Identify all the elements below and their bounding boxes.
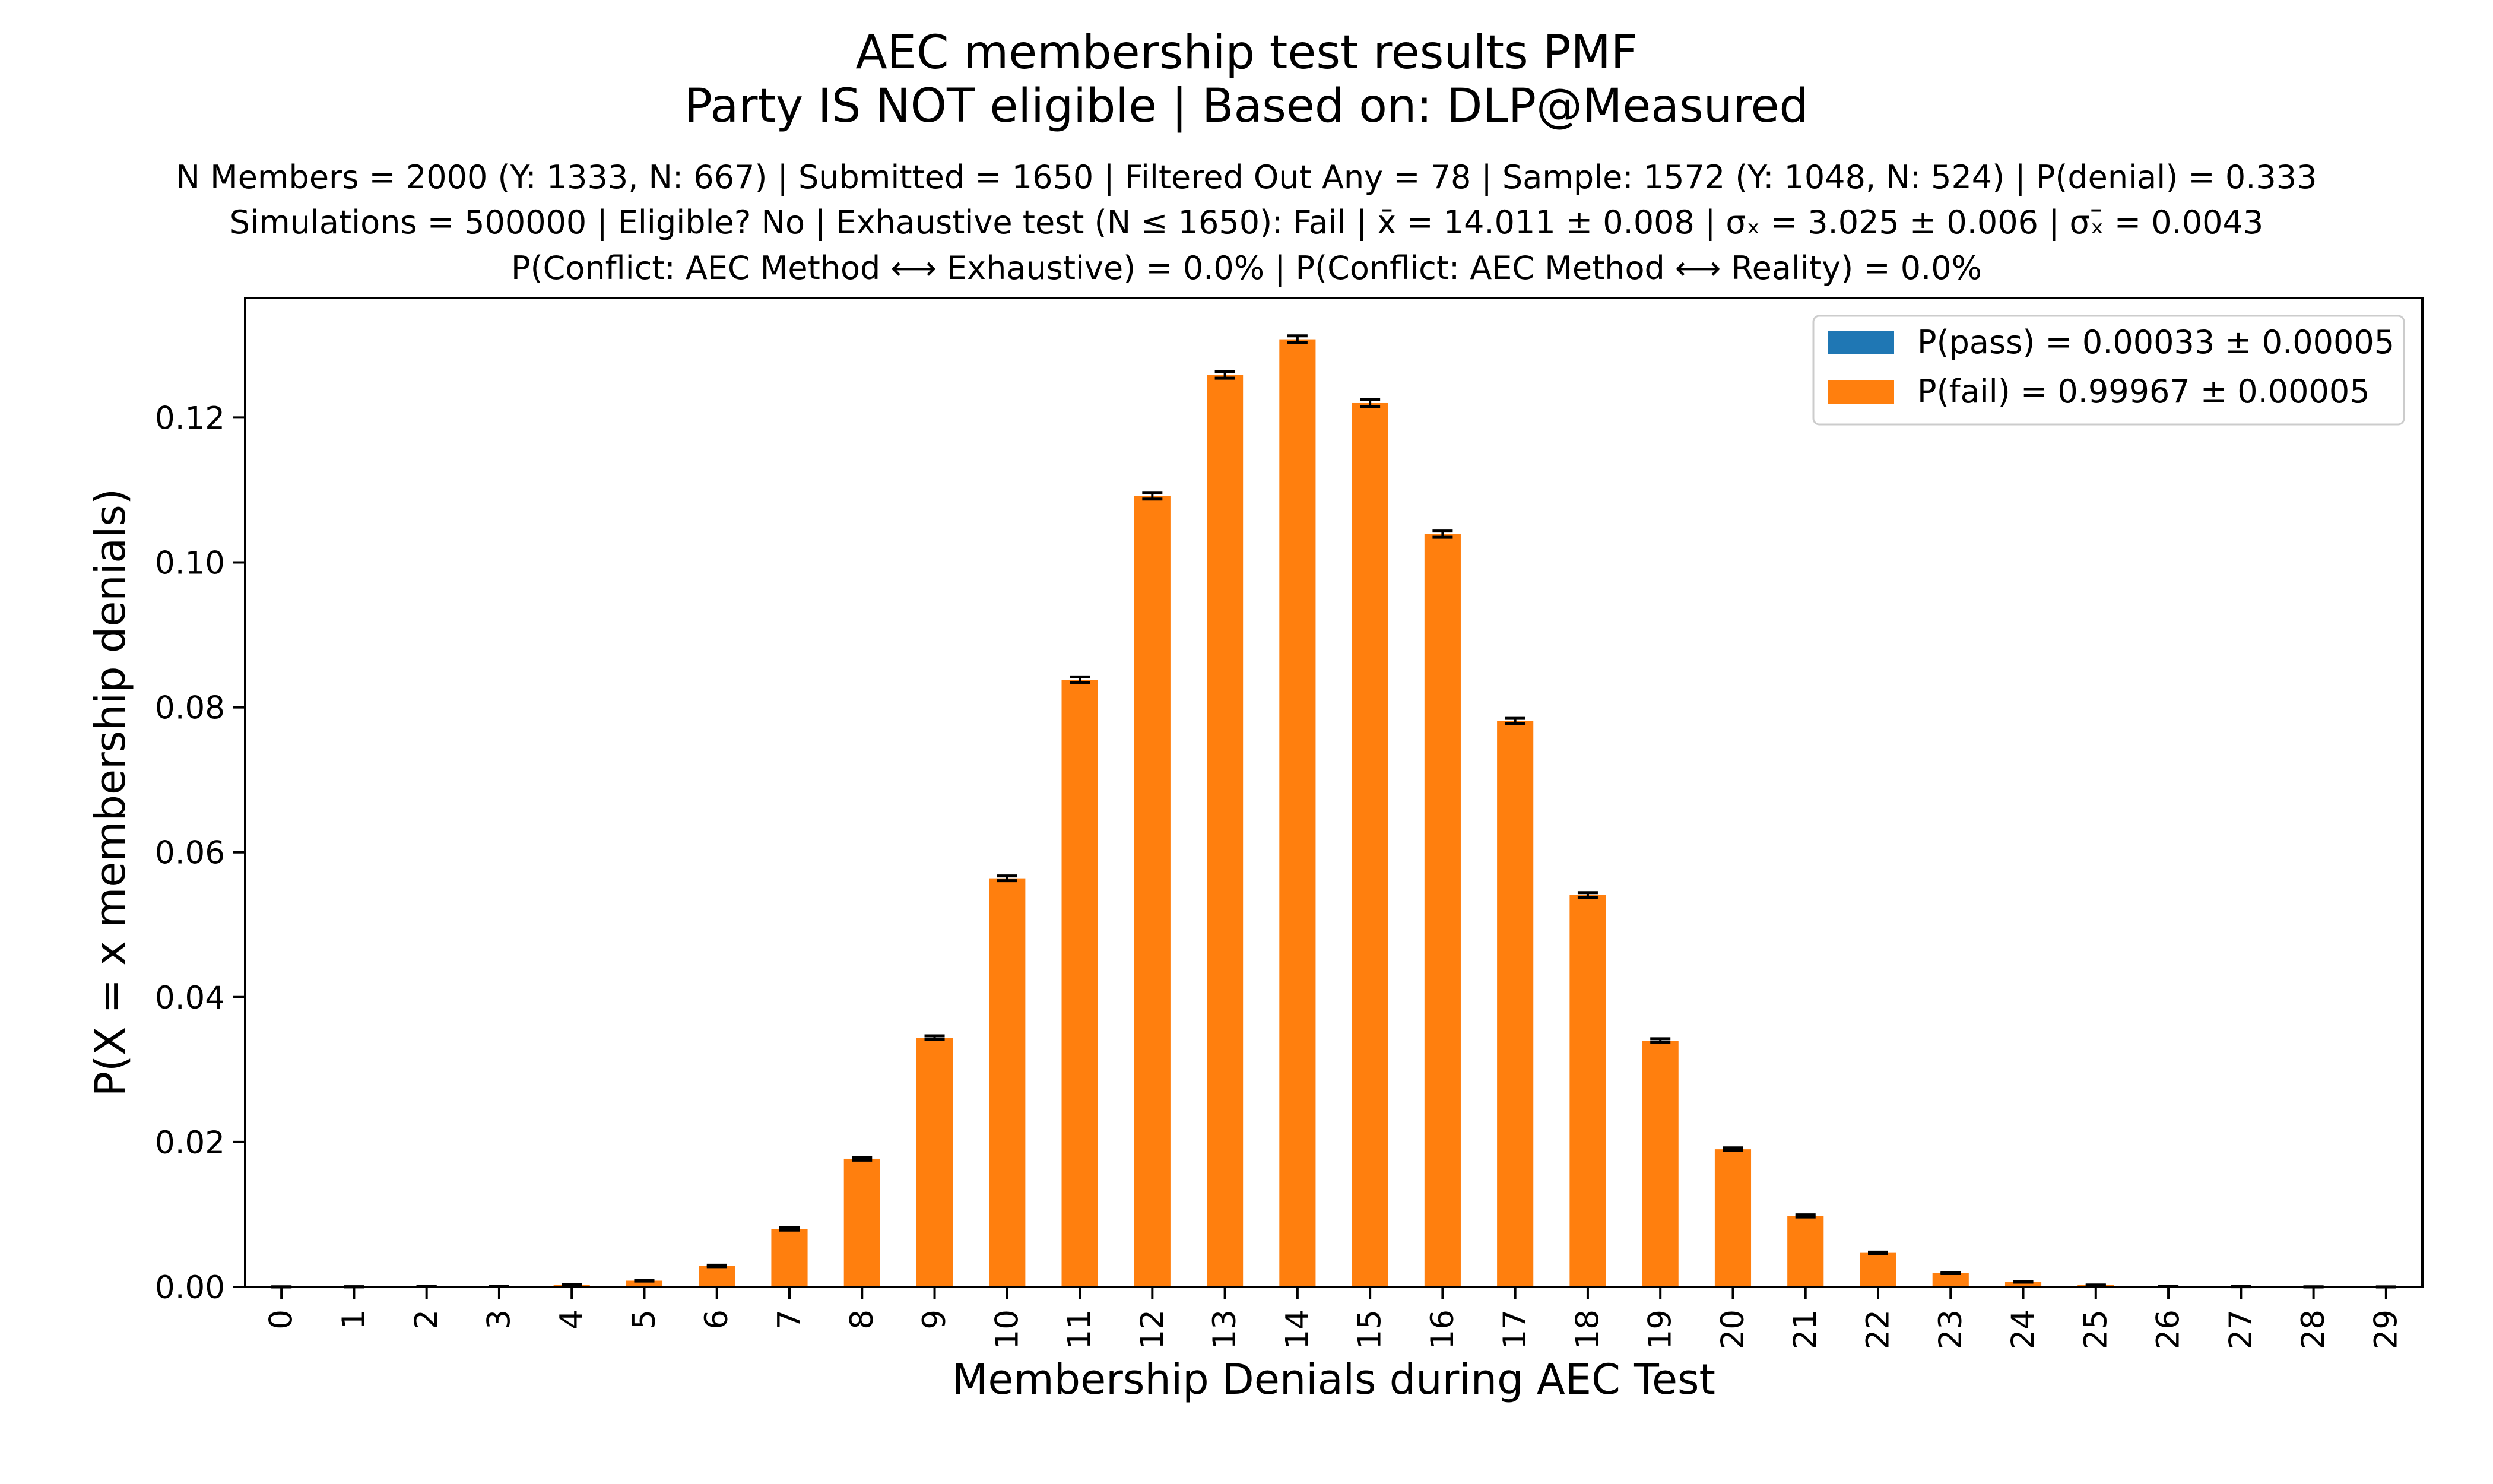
x-tick-label-26: 26: [2151, 1309, 2187, 1349]
chart-subtitle-line-1: N Members = 2000 (Y: 1333, N: 667) | Sub…: [176, 158, 2317, 196]
bar-fail-21: [1787, 1216, 1824, 1287]
legend-swatch-fail: [1828, 380, 1894, 404]
plot-frame: [244, 297, 2424, 1288]
x-tick-label-25: 25: [2078, 1309, 2114, 1349]
x-tick-label-15: 15: [1352, 1309, 1388, 1349]
legend-label-pass: P(pass) = 0.00033 ± 0.00005: [1917, 324, 2394, 361]
chart-subtitle-line-3: P(Conflict: AEC Method ⟷ Exhaustive) = 0…: [511, 249, 1982, 287]
x-tick-label-6: 6: [699, 1309, 735, 1330]
bar-fail-8: [843, 1158, 880, 1287]
x-tick-label-23: 23: [1933, 1309, 1969, 1349]
x-tick-label-0: 0: [264, 1309, 300, 1330]
bar-fail-16: [1424, 534, 1461, 1287]
bar-fail-7: [771, 1229, 808, 1287]
bar-fail-24: [2004, 1282, 2042, 1287]
bar-fail-10: [989, 878, 1026, 1287]
x-tick-label-20: 20: [1715, 1309, 1751, 1349]
x-tick-label-3: 3: [481, 1309, 517, 1330]
x-tick-label-8: 8: [844, 1309, 880, 1330]
x-tick-label-4: 4: [554, 1309, 590, 1330]
y-tick-label-0: 0.00: [155, 1270, 225, 1306]
x-axis-label: Membership Denials during AEC Test: [952, 1355, 1715, 1404]
x-tick-label-19: 19: [1642, 1309, 1679, 1349]
x-tick-label-10: 10: [989, 1309, 1025, 1349]
bar-fail-6: [699, 1266, 735, 1287]
y-tick-label-1: 0.02: [155, 1125, 225, 1161]
bar-fail-11: [1061, 680, 1098, 1287]
bar-fail-19: [1642, 1041, 1679, 1287]
bar-fail-15: [1352, 402, 1388, 1287]
x-tick-label-13: 13: [1207, 1309, 1243, 1349]
chart-title-line-2: Party IS NOT eligible | Based on: DLP@Me…: [684, 80, 1809, 133]
legend-box: [1812, 315, 2405, 426]
x-tick-label-29: 29: [2368, 1309, 2404, 1349]
x-tick-label-1: 1: [336, 1309, 372, 1330]
x-tick-label-18: 18: [1569, 1309, 1606, 1349]
x-tick-label-27: 27: [2223, 1309, 2259, 1349]
x-tick-label-5: 5: [626, 1309, 662, 1330]
bar-fail-13: [1207, 375, 1244, 1288]
y-tick-label-6: 0.12: [155, 400, 225, 436]
legend-swatch-pass: [1828, 331, 1894, 354]
x-tick-label-28: 28: [2295, 1309, 2332, 1349]
chart-title: AEC membership test results PMF: [855, 26, 1637, 80]
bar-fail-5: [626, 1280, 663, 1287]
x-tick-label-12: 12: [1134, 1309, 1171, 1349]
x-tick-label-9: 9: [916, 1309, 953, 1330]
x-tick-label-7: 7: [772, 1309, 808, 1330]
x-tick-label-24: 24: [2005, 1309, 2041, 1349]
bar-fail-23: [1932, 1273, 1969, 1287]
y-axis-label: P(X = x membership denials): [86, 489, 135, 1096]
x-tick-label-2: 2: [408, 1309, 445, 1330]
y-tick-label-5: 0.10: [155, 545, 225, 581]
bar-fail-14: [1279, 339, 1316, 1287]
bar-fail-9: [916, 1038, 953, 1287]
plot-area: 0.000.020.040.060.080.100.120 1 2 3 4 5 6 7 8 9 10…: [155, 334, 2405, 1349]
x-tick-label-17: 17: [1497, 1309, 1533, 1349]
x-tick-label-21: 21: [1787, 1309, 1823, 1349]
bar-fail-17: [1497, 721, 1534, 1287]
bar-fail-18: [1569, 895, 1606, 1287]
legend-label-fail: P(fail) = 0.99967 ± 0.00005: [1917, 373, 2370, 410]
bar-fail-12: [1134, 496, 1171, 1288]
x-tick-label-11: 11: [1062, 1309, 1098, 1349]
y-tick-label-2: 0.04: [155, 980, 225, 1016]
y-tick-label-4: 0.08: [155, 690, 225, 727]
bar-fail-22: [1860, 1252, 1896, 1287]
chart-subtitle-line-2: Simulations = 500000 | Eligible? No | Ex…: [230, 204, 2263, 241]
x-tick-label-16: 16: [1425, 1309, 1461, 1349]
legend: P(pass) = 0.00033 ± 0.00005 P(fail) = 0.…: [1812, 315, 2405, 426]
x-tick-label-22: 22: [1860, 1309, 1896, 1349]
x-tick-label-14: 14: [1279, 1309, 1315, 1349]
bar-fail-20: [1714, 1149, 1752, 1287]
y-tick-label-3: 0.06: [155, 835, 225, 871]
